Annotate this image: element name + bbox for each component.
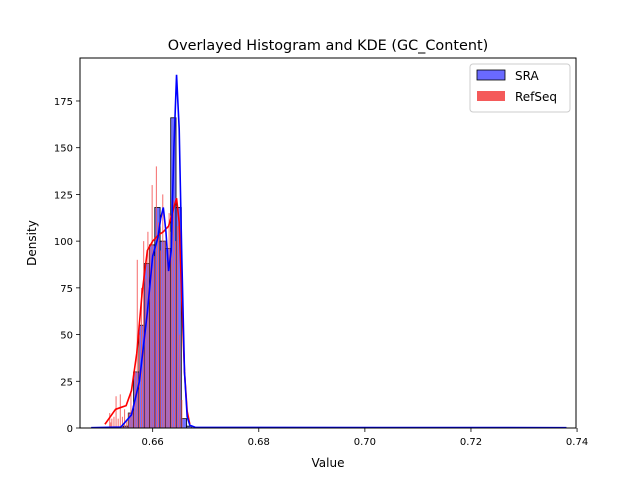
legend-swatch-refseq <box>477 91 505 101</box>
chart-title: Overlayed Histogram and KDE (GC_Content) <box>168 38 488 54</box>
y-tick-label: 75 <box>60 284 73 295</box>
refseq-bar <box>113 416 115 428</box>
x-axis: 0.66 0.68 0.70 0.72 0.74 <box>142 428 588 448</box>
refseq-bar <box>121 416 123 428</box>
refseq-bar <box>162 194 164 428</box>
refseq-bar <box>170 231 172 428</box>
refseq-bar <box>109 413 111 428</box>
refseq-bar <box>115 396 117 428</box>
refseq-bar <box>164 241 166 428</box>
refseq-bar <box>110 422 112 428</box>
refseq-bar <box>151 185 153 428</box>
x-tick-label: 0.72 <box>460 437 482 448</box>
refseq-bar <box>172 200 174 428</box>
legend-label-sra: SRA <box>515 69 539 83</box>
sra-bar <box>165 248 172 429</box>
refseq-bar <box>177 226 179 428</box>
refseq-bar <box>149 248 151 428</box>
refseq-bar <box>126 420 128 428</box>
legend-label-refseq: RefSeq <box>515 90 557 104</box>
refseq-bar <box>117 418 119 428</box>
refseq-bar <box>157 222 160 428</box>
refseq-bar <box>124 409 126 428</box>
sra-kde-line <box>91 74 567 429</box>
refseq-bar <box>179 334 181 428</box>
refseq-bar <box>160 250 162 428</box>
refseq-bar <box>143 241 145 428</box>
y-tick-label: 25 <box>60 377 73 388</box>
y-axis-label: Density <box>25 220 39 266</box>
legend-swatch-sra <box>476 69 506 81</box>
refseq-bar <box>181 399 183 428</box>
y-tick-label: 175 <box>54 97 73 108</box>
legend: SRA RefSeq <box>469 63 571 113</box>
refseq-bar <box>166 259 168 428</box>
refseq-bar <box>153 256 155 428</box>
x-axis-label: Value <box>312 456 345 470</box>
refseq-bar <box>130 390 132 428</box>
refseq-bar <box>111 418 113 428</box>
kde-curves <box>91 74 567 429</box>
refseq-bar <box>155 166 157 428</box>
x-tick-label: 0.68 <box>248 437 270 448</box>
sra-bar <box>143 263 150 429</box>
refseq-bar <box>132 405 134 428</box>
y-tick-label: 50 <box>60 331 73 342</box>
y-axis: 0 25 50 75 100 125 150 175 <box>54 97 80 435</box>
refseq-bar <box>168 213 170 428</box>
y-tick-label: 125 <box>54 190 73 201</box>
x-tick-label: 0.70 <box>354 437 376 448</box>
refseq-bar <box>174 241 177 428</box>
y-tick-label: 150 <box>54 144 73 155</box>
refseq-bar <box>119 394 121 428</box>
refseq-bar <box>147 231 149 428</box>
refseq-kde-line <box>104 197 191 425</box>
refseq-bar <box>145 278 147 428</box>
x-tick-label: 0.74 <box>566 437 588 448</box>
refseq-bar <box>128 413 130 428</box>
plot-frame <box>79 57 577 429</box>
x-tick-label: 0.66 <box>142 437 164 448</box>
y-tick-label: 100 <box>54 237 73 248</box>
y-tick-label: 0 <box>67 424 73 435</box>
